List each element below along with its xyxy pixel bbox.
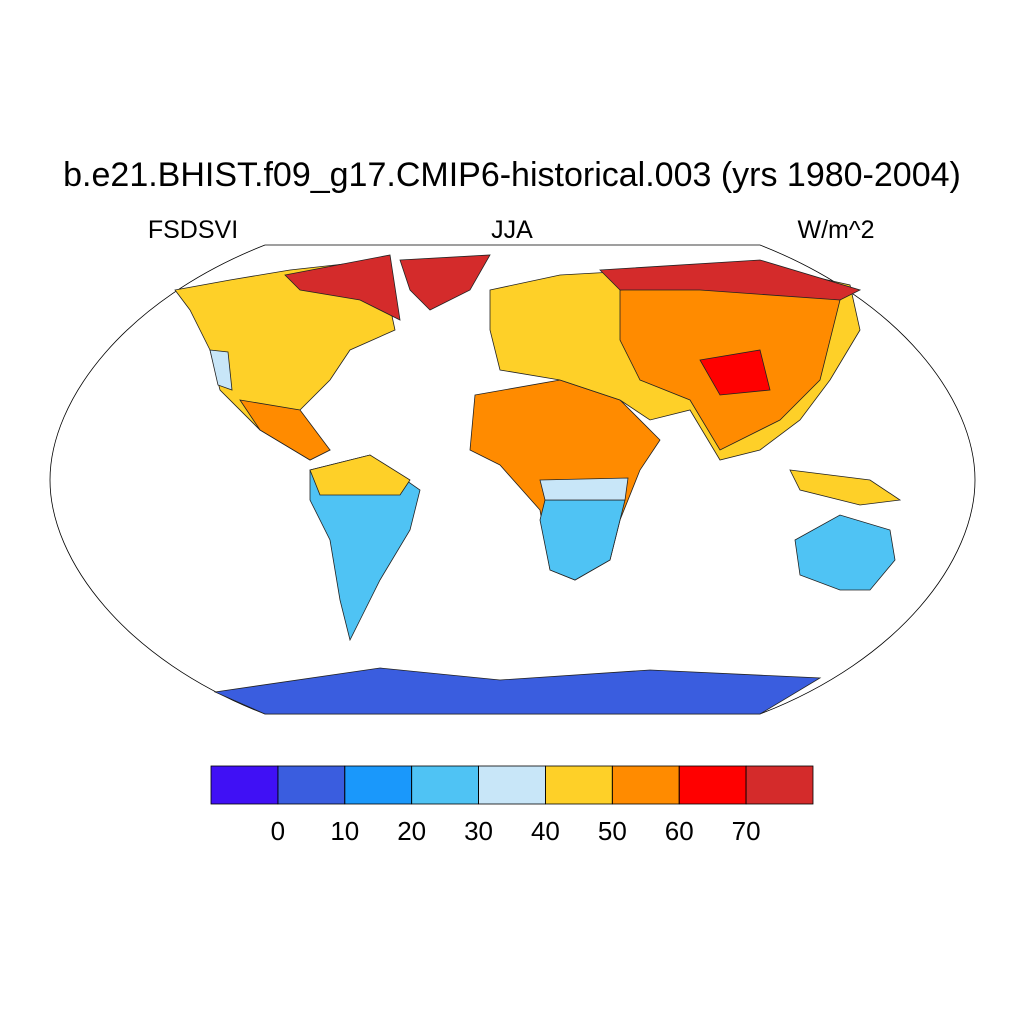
amazon [309,454,411,496]
colorbar-label: 0 [271,816,285,846]
colorbar-box [745,765,814,805]
left-label: FSDSVI [148,216,238,244]
california [209,349,233,391]
colorbar-label: 60 [665,816,694,846]
colorbar-box [411,765,479,805]
right-label: W/m^2 [797,216,874,244]
colorbar-box [545,765,613,805]
colorbar-label: 10 [330,816,359,846]
siberia [599,259,862,301]
colorbar-box [611,765,680,805]
colorbar-box [277,765,346,805]
land [174,254,902,715]
colorbar-box [678,765,747,805]
colorbar-label: 20 [397,816,426,846]
tibet [699,349,771,396]
australia [794,514,896,591]
colorbar-label: 40 [531,816,560,846]
indonesia [789,469,902,506]
central-america [239,399,331,461]
colorbar-label: 30 [464,816,493,846]
colorbar-box [210,765,279,805]
central-africa [539,477,629,501]
title: b.e21.BHIST.f09_g17.CMIP6-historical.003… [63,156,961,194]
colorbar-box [478,765,546,805]
arctic-canada [284,254,401,321]
center-label: JJA [491,216,533,244]
colorbar-label: 70 [732,816,761,846]
greenland [399,254,491,311]
colorbar-label: 50 [598,816,627,846]
antarctica [213,667,822,715]
colorbar-box [344,765,413,805]
